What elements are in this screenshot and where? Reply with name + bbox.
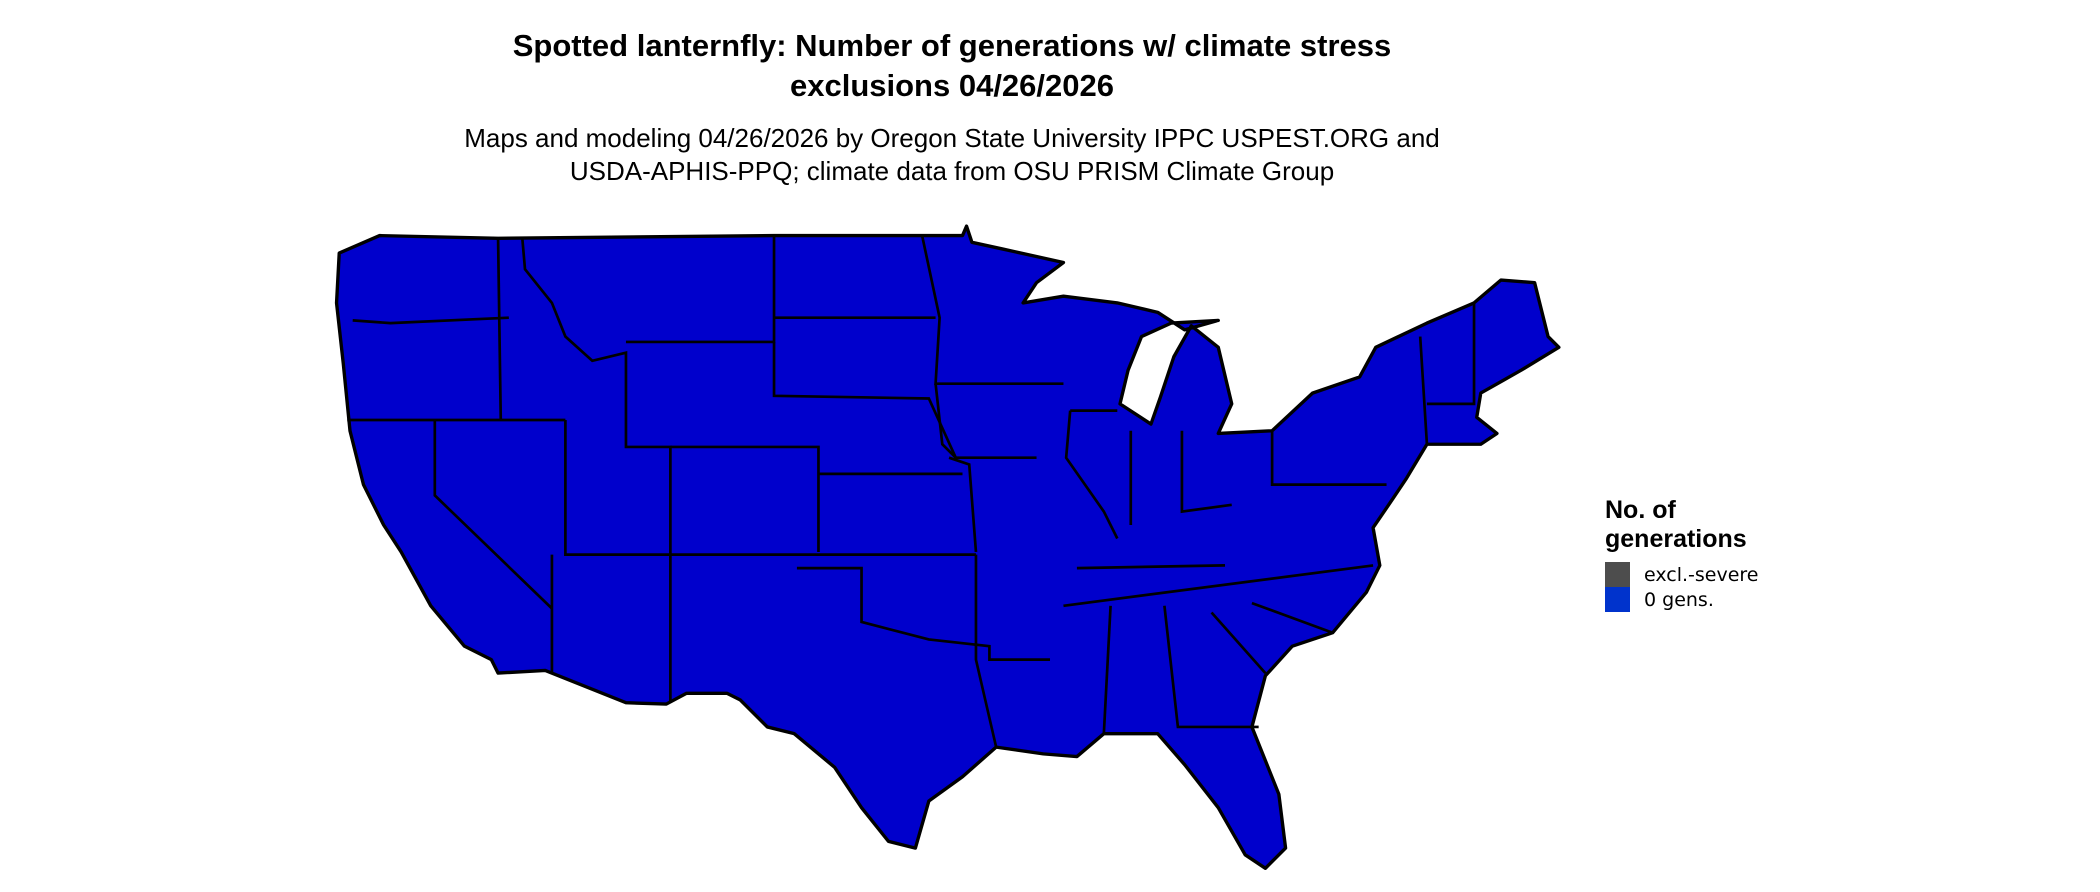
legend-title-line-2: generations [1605, 525, 1747, 553]
state-borders [347, 235, 1476, 748]
legend-label: excl.-severe [1644, 563, 1759, 586]
legend-label: 0 gens. [1644, 588, 1714, 611]
us-outline [334, 224, 1561, 870]
title-line-1: Spotted lanternfly: Number of generation… [512, 28, 1392, 63]
map-subtitle: Maps and modeling 04/26/2026 by Oregon S… [0, 122, 1904, 188]
legend-swatch [1605, 562, 1630, 587]
legend-title-line-1: No. of [1605, 496, 1676, 524]
legend-swatch [1605, 587, 1630, 612]
subtitle-line-1: Maps and modeling 04/26/2026 by Oregon S… [464, 123, 1440, 153]
legend-item-0-gens: 0 gens. [1605, 587, 1759, 612]
legend-title: No. of generations [1605, 496, 1759, 554]
map-title: Spotted lanternfly: Number of generation… [0, 26, 1904, 106]
legend: No. of generations excl.-severe 0 gens. [1605, 496, 1759, 612]
subtitle-line-2: USDA-APHIS-PPQ; climate data from OSU PR… [569, 156, 1335, 186]
title-line-2: exclusions 04/26/2026 [789, 68, 1114, 103]
legend-item-excl-severe: excl.-severe [1605, 562, 1759, 587]
